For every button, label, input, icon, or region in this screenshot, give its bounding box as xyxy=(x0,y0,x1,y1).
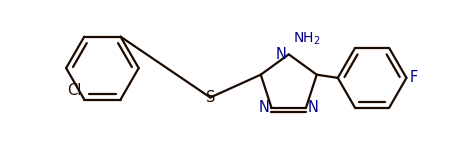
Text: N: N xyxy=(259,100,270,115)
Text: NH$_2$: NH$_2$ xyxy=(292,30,320,47)
Text: Cl: Cl xyxy=(67,83,81,97)
Text: N: N xyxy=(276,47,287,62)
Text: F: F xyxy=(410,70,418,85)
Text: N: N xyxy=(308,100,319,115)
Text: S: S xyxy=(206,90,215,105)
